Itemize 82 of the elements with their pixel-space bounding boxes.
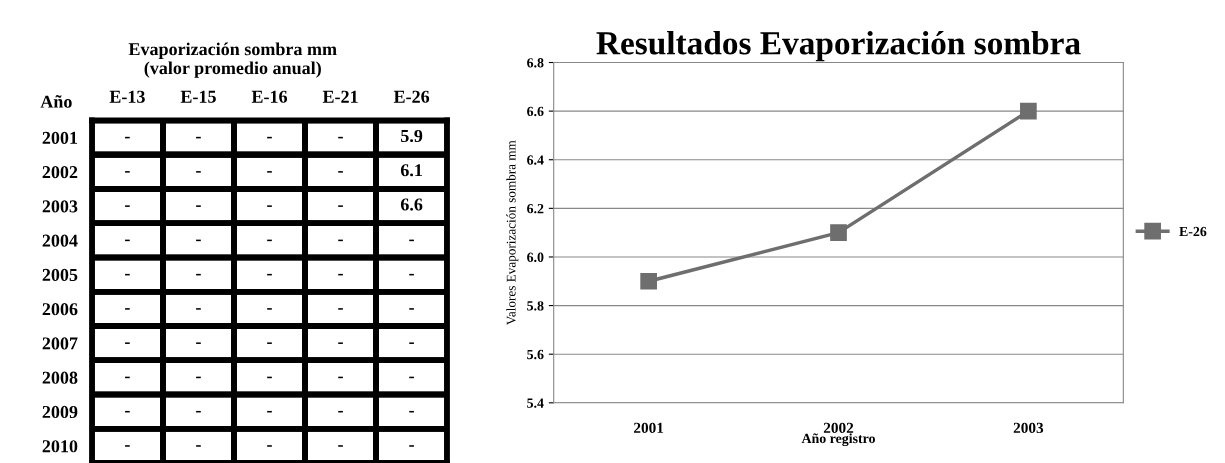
text: -: [338, 308, 343, 310]
text: -: [196, 205, 201, 207]
y-tick-label: 6.4: [527, 155, 544, 165]
y-tick-label: 2006: [42, 303, 78, 316]
data-label: 5.9: [401, 129, 423, 143]
x-axis-title: Año registro: [801, 433, 875, 447]
text: -: [125, 205, 130, 207]
y-tick-label: 6.0: [527, 252, 544, 262]
text: -: [409, 342, 414, 344]
text: -: [338, 445, 343, 447]
text: -: [196, 308, 201, 310]
data-label: 6.1: [400, 164, 422, 177]
text: -: [267, 445, 272, 447]
y-tick-label: 5.8: [527, 301, 544, 311]
y-tick-label: 2010: [42, 440, 78, 453]
text: -: [196, 171, 201, 173]
x-tick-label: E-16: [251, 90, 288, 103]
text: -: [125, 445, 130, 447]
y-axis-title: Valores Evaporización sombra mm: [506, 140, 519, 326]
text: -: [125, 136, 130, 139]
y-tick-label: 2007: [42, 337, 78, 350]
text: -: [125, 376, 130, 379]
y-tick-label: 2008: [42, 371, 78, 384]
text: -: [196, 239, 201, 242]
text: -: [338, 205, 343, 207]
text: -: [267, 376, 272, 379]
text: -: [267, 273, 272, 276]
text: -: [409, 273, 414, 276]
text: -: [267, 342, 272, 344]
text: -: [196, 273, 201, 276]
text: -: [338, 136, 343, 139]
text: -: [338, 376, 343, 379]
text: -: [409, 376, 414, 379]
y-tick-label: 2004: [42, 234, 78, 247]
y-tick-label: 2005: [42, 268, 78, 281]
text: -: [267, 239, 272, 242]
text: -: [409, 445, 414, 447]
y-tick-label: 6.2: [527, 203, 544, 214]
y-tick-label: 2009: [42, 405, 78, 419]
y-tick-label: 6.6: [527, 106, 544, 117]
legend-label: E-26: [1179, 226, 1207, 237]
y-tick-label: 5.4: [527, 398, 544, 408]
text: -: [338, 273, 343, 276]
text: -: [338, 342, 343, 344]
x-tick-label: E-15: [180, 90, 216, 103]
text: -: [196, 342, 201, 344]
y-tick-label: 5.6: [527, 349, 544, 360]
text: -: [125, 171, 130, 173]
y-tick-label: 2002: [42, 166, 78, 179]
data-label: 6.6: [400, 198, 423, 211]
text: -: [125, 410, 130, 413]
y-tick-label: 2001: [42, 131, 78, 144]
text: -: [267, 308, 272, 310]
x-tick-label: 2002: [823, 422, 854, 434]
text: -: [267, 410, 272, 413]
text: -: [125, 308, 130, 310]
text: -: [409, 410, 414, 413]
text: -: [338, 410, 343, 413]
text: -: [196, 376, 201, 379]
x-tick-label: E-13: [109, 90, 145, 103]
x-tick-label: E-21: [322, 90, 358, 103]
text: -: [196, 136, 201, 139]
x-tick-label: 2003: [1013, 422, 1044, 434]
y-tick-label: 2003: [42, 200, 78, 213]
text: -: [267, 136, 272, 139]
y-tick-label: 6.8: [527, 58, 544, 68]
text: -: [338, 171, 343, 173]
text: -: [409, 239, 414, 242]
text: -: [409, 308, 414, 310]
chart-title: Evaporización sombra mm (valor promedio anual): [128, 42, 337, 78]
x-tick-label: 2001: [634, 422, 664, 434]
text: -: [196, 410, 201, 413]
text: -: [196, 445, 201, 447]
text: -: [267, 205, 272, 207]
chart-title: Resultados Evaporización sombra: [596, 31, 1081, 62]
y-axis-title: Año: [40, 95, 72, 108]
x-tick-label: E-26: [393, 90, 430, 103]
text: -: [267, 171, 272, 173]
text: -: [338, 239, 343, 242]
text: -: [125, 239, 130, 242]
text: -: [125, 342, 130, 344]
text: -: [125, 273, 130, 276]
